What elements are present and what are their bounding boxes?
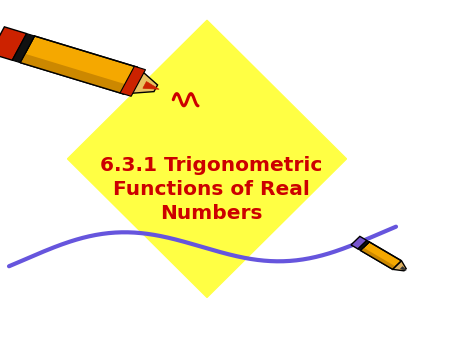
Polygon shape [400,267,406,270]
Polygon shape [360,247,396,269]
Polygon shape [351,236,367,249]
Polygon shape [20,54,128,94]
Polygon shape [143,81,159,89]
Polygon shape [358,240,369,250]
Polygon shape [393,261,406,271]
Polygon shape [120,66,145,96]
Polygon shape [0,27,27,60]
Polygon shape [20,36,138,94]
Polygon shape [360,242,401,269]
Polygon shape [12,33,35,63]
Text: 6.3.1 Trigonometric
Functions of Real
Numbers: 6.3.1 Trigonometric Functions of Real Nu… [100,155,323,223]
Polygon shape [68,20,346,297]
Polygon shape [123,67,158,94]
